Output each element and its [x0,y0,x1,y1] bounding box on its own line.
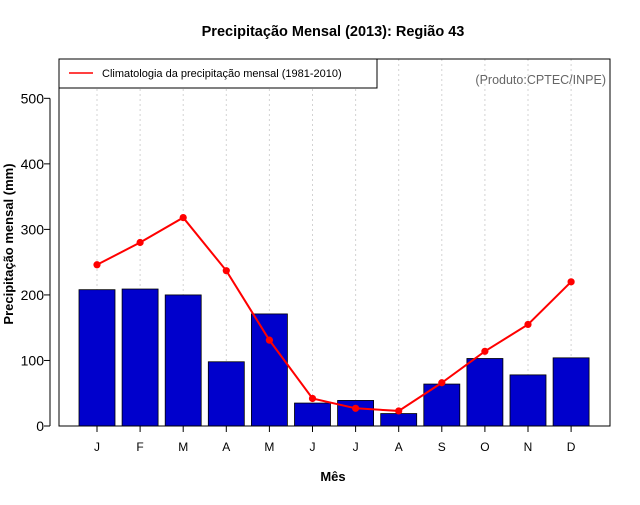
chart-title: Precipitação Mensal (2013): Região 43 [202,24,465,40]
climatology-point-6 [308,394,317,403]
bar-1 [78,289,116,427]
x-tick-label-5: M [264,440,274,454]
y-tick-label-200: 200 [21,287,45,303]
climatology-point-4 [222,267,230,275]
climatology-point-10 [481,347,489,355]
bar-12 [552,357,590,427]
y-tick-label-100: 100 [21,352,45,368]
bar-4 [207,361,245,427]
x-tick-label-2: F [136,440,143,454]
climatology-point-1 [93,261,101,269]
x-tick-label-8: A [395,440,403,454]
x-tick-label-4: A [222,440,230,454]
legend-label: Climatologia da precipitação mensal (198… [102,68,342,80]
climatology-point-12 [567,278,575,286]
x-axis-label: Mês [320,469,345,484]
bar-6 [294,402,331,427]
x-tick-label-10: O [480,440,489,454]
source-annotation: (Produto:CPTEC/INPE) [475,73,606,87]
bar-3 [164,294,202,427]
bar-5 [250,313,288,427]
climatology-point-7 [352,404,360,412]
climatology-point-5 [265,336,273,344]
y-tick-label-300: 300 [21,221,45,237]
x-tick-label-12: D [567,440,576,454]
climatology-point-11 [524,320,532,329]
bar-2 [121,288,159,427]
y-axis-label: Precipitação mensal (mm) [1,163,16,324]
bar-10 [466,358,504,427]
bar-series [78,288,590,427]
climatology-line [96,216,572,412]
line-series [93,213,575,415]
x-tick-label-3: M [178,440,188,454]
climatology-point-3 [179,213,187,222]
y-tick-label-500: 500 [21,90,45,106]
bar-8 [380,413,418,427]
climatology-point-9 [438,379,446,387]
climatology-point-8 [395,407,403,415]
x-tick-label-9: S [438,440,446,454]
y-tick-label-0: 0 [36,418,44,434]
bar-9 [423,383,461,427]
bar-11 [509,374,547,427]
bar-7 [337,400,375,427]
x-tick-label-7: J [353,440,359,454]
legend: Climatologia da precipitação mensal (198… [58,58,378,89]
x-tick-label-1: J [94,440,100,454]
axes: 0 100 200 300 400 500 J F M A M J J A S O N D [21,90,576,454]
x-tick-label-6: J [310,440,316,454]
climatology-point-2 [136,238,144,247]
y-tick-label-400: 400 [21,156,45,172]
legend-box [58,58,378,89]
x-tick-label-11: N [524,440,533,454]
